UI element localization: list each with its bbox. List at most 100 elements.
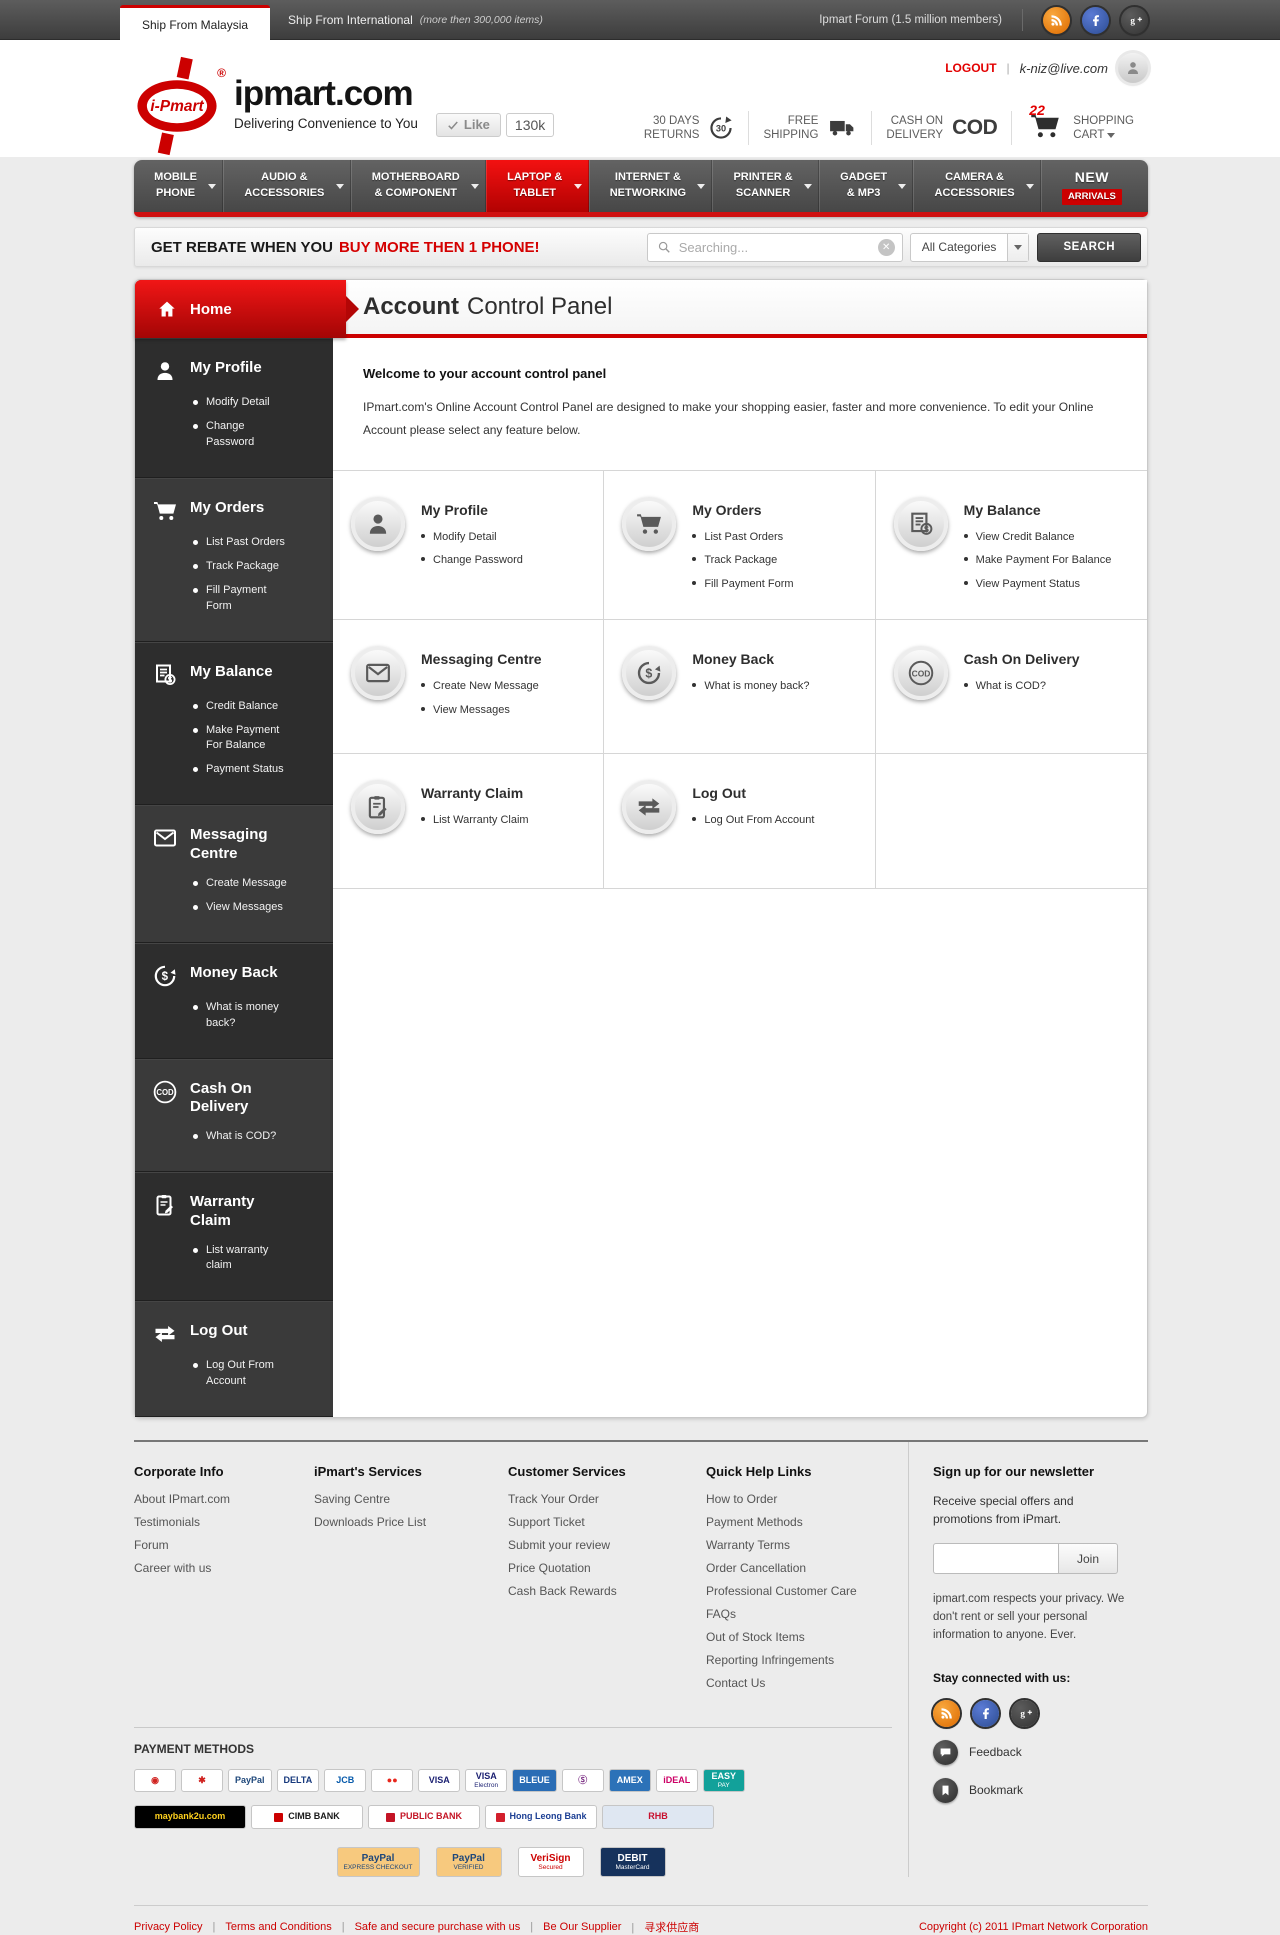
nav-item[interactable]: INTERNET & NETWORKING — [588, 160, 713, 212]
feature-card-link[interactable]: Log Out From Account — [692, 812, 814, 829]
sidebar-link[interactable]: View Messages — [193, 900, 289, 916]
bookmark-link[interactable]: Bookmark — [933, 1777, 1148, 1803]
chevron-down-icon[interactable] — [1007, 233, 1029, 261]
rss-icon[interactable] — [1043, 6, 1070, 34]
sidebar-link[interactable]: Make Payment For Balance — [193, 723, 289, 755]
newsletter-join-button[interactable]: Join — [1059, 1543, 1119, 1575]
sidebar-link[interactable]: Create Message — [193, 876, 289, 892]
footer-link[interactable]: How to Order — [706, 1492, 778, 1507]
tab-ship-from-malaysia[interactable]: Ship From Malaysia — [120, 5, 271, 41]
feature-card-icon[interactable] — [622, 780, 677, 835]
facebook-icon[interactable] — [1082, 6, 1109, 34]
site-logo[interactable]: i-Pmart ® ipmart.com Delivering Convenie… — [134, 40, 418, 157]
feature-card-link[interactable]: View Payment Status — [963, 576, 1112, 593]
sidebar-link[interactable]: Log Out From Account — [193, 1358, 289, 1390]
sidebar-item-home[interactable]: Home — [135, 280, 346, 338]
bottom-link[interactable]: 寻求供应商 — [621, 1919, 699, 1935]
sidebar-link[interactable]: What is COD? — [193, 1129, 289, 1145]
feature-card-icon[interactable] — [351, 496, 405, 551]
footer-link[interactable]: Professional Customer Care — [706, 1584, 857, 1599]
avatar[interactable] — [1118, 53, 1148, 83]
nav-item[interactable]: CAMERA & ACCESSORIES — [913, 160, 1040, 212]
search-input[interactable] — [678, 239, 870, 255]
footer-link[interactable]: Price Quotation — [508, 1561, 591, 1576]
sidebar-section-header[interactable]: Money Back — [153, 964, 321, 988]
feature-card-icon[interactable] — [351, 780, 405, 835]
sidebar-section-header[interactable]: My Balance — [153, 663, 321, 687]
sidebar-section-header[interactable]: Messaging Centre — [153, 826, 321, 864]
feature-card-icon[interactable] — [622, 646, 677, 701]
clear-search-icon[interactable]: ✕ — [877, 238, 895, 256]
feature-card-link[interactable]: View Messages — [421, 702, 542, 719]
tab-ship-from-international[interactable]: Ship From International (more then 300,0… — [288, 13, 543, 27]
footer-link[interactable]: Testimonials — [134, 1515, 201, 1530]
feature-card-icon[interactable] — [351, 646, 405, 701]
footer-link[interactable]: About IPmart.com — [134, 1492, 231, 1507]
sidebar-link[interactable]: Credit Balance — [193, 699, 289, 715]
sidebar-link[interactable]: Change Password — [193, 419, 289, 451]
footer-link[interactable]: Saving Centre — [314, 1492, 391, 1507]
shopping-cart-button[interactable]: 22 SHOPPING CART — [1011, 102, 1148, 145]
rss-icon[interactable] — [933, 1699, 960, 1727]
feature-card-link[interactable]: View Credit Balance — [963, 529, 1112, 546]
sidebar-link[interactable]: List warranty claim — [193, 1243, 289, 1275]
sidebar-section-header[interactable]: Log Out — [153, 1322, 321, 1346]
nav-item[interactable]: LAPTOP & TABLET — [485, 160, 589, 212]
nav-item[interactable]: MOTHERBOARD & COMPONENT — [350, 160, 486, 212]
sidebar-link[interactable]: Payment Status — [193, 762, 289, 778]
feature-card-link[interactable]: Make Payment For Balance — [963, 552, 1111, 569]
bottom-link[interactable]: Safe and secure purchase with us — [332, 1921, 521, 1933]
nav-item[interactable]: NEW ARRIVALS — [1040, 160, 1148, 212]
footer-link[interactable]: Payment Methods — [706, 1515, 803, 1530]
footer-link[interactable]: Order Cancellation — [706, 1561, 807, 1576]
feature-card-link[interactable]: What is COD? — [963, 678, 1080, 695]
feature-card-link[interactable]: What is money back? — [692, 678, 809, 695]
category-dropdown[interactable]: All Categories — [909, 232, 1030, 262]
feature-card-link[interactable]: Track Package — [692, 552, 793, 569]
newsletter-email-input[interactable] — [933, 1543, 1059, 1575]
footer-link[interactable]: Downloads Price List — [314, 1515, 427, 1530]
feature-card-link[interactable]: Fill Payment Form — [692, 576, 794, 593]
sidebar-link[interactable]: Modify Detail — [193, 395, 289, 411]
footer-link[interactable]: Warranty Terms — [706, 1538, 791, 1553]
feature-card-link[interactable]: List Warranty Claim — [421, 812, 529, 829]
sidebar-section-header[interactable]: My Orders — [153, 499, 321, 523]
feature-card-icon[interactable] — [893, 496, 948, 551]
feedback-link[interactable]: Feedback — [933, 1739, 1148, 1765]
sidebar-section-header[interactable]: Cash On Delivery — [153, 1080, 321, 1118]
feature-card-link[interactable]: Modify Detail — [421, 529, 523, 546]
google-plus-icon[interactable] — [1011, 1699, 1038, 1727]
search-button[interactable]: SEARCH — [1037, 232, 1141, 262]
sidebar-link[interactable]: Track Package — [193, 559, 289, 575]
bottom-link[interactable]: Terms and Conditions — [202, 1921, 331, 1933]
footer-link[interactable]: Career with us — [134, 1561, 212, 1576]
nav-item[interactable]: AUDIO & ACCESSORIES — [223, 160, 350, 212]
footer-link[interactable]: Forum — [134, 1538, 169, 1553]
bottom-link[interactable]: Privacy Policy — [134, 1921, 203, 1934]
logout-link[interactable]: LOGOUT — [945, 61, 997, 75]
bottom-link[interactable]: Be Our Supplier — [520, 1921, 621, 1933]
sidebar-section-header[interactable]: My Profile — [153, 359, 321, 383]
feature-card-link[interactable]: Create New Message — [421, 678, 542, 695]
feature-card-link[interactable]: Change Password — [421, 552, 523, 569]
nav-item[interactable]: GADGET & MP3 — [818, 160, 913, 212]
nav-item[interactable]: PRINTER & SCANNER — [712, 160, 819, 212]
footer-link[interactable]: Track Your Order — [508, 1492, 599, 1507]
forum-link[interactable]: Ipmart Forum (1.5 million members) — [819, 9, 1023, 31]
sidebar-link[interactable]: What is money back? — [193, 1000, 289, 1032]
feature-card-link[interactable]: List Past Orders — [692, 529, 793, 546]
footer-link[interactable]: Contact Us — [706, 1676, 766, 1691]
sidebar-section-header[interactable]: Warranty Claim — [153, 1193, 321, 1231]
footer-link[interactable]: FAQs — [706, 1607, 737, 1622]
footer-link[interactable]: Reporting Infringements — [706, 1653, 835, 1668]
feature-card-icon[interactable] — [893, 646, 948, 701]
google-plus-icon[interactable] — [1121, 6, 1148, 34]
like-button[interactable]: Like — [435, 112, 501, 137]
sidebar-link[interactable]: List Past Orders — [193, 535, 289, 551]
footer-link[interactable]: Cash Back Rewards — [508, 1584, 617, 1599]
nav-item[interactable]: MOBILE PHONE — [134, 160, 223, 212]
footer-link[interactable]: Submit your review — [508, 1538, 611, 1553]
footer-link[interactable]: Support Ticket — [508, 1515, 585, 1530]
feature-card-icon[interactable] — [622, 496, 677, 551]
footer-link[interactable]: Out of Stock Items — [706, 1630, 805, 1645]
